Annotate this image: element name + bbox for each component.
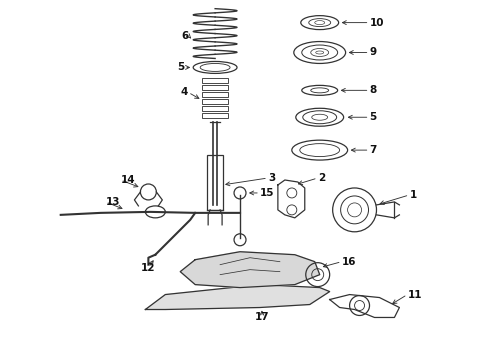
- Text: 16: 16: [342, 257, 356, 267]
- Text: 6: 6: [181, 31, 188, 41]
- Text: 11: 11: [407, 289, 422, 300]
- Text: 5: 5: [369, 112, 377, 122]
- Text: 12: 12: [141, 263, 156, 273]
- Text: 14: 14: [121, 175, 135, 185]
- Polygon shape: [146, 285, 330, 310]
- Text: 5: 5: [177, 62, 184, 72]
- Text: 15: 15: [260, 188, 274, 198]
- Bar: [202, 78, 228, 84]
- Text: 9: 9: [369, 48, 377, 58]
- Bar: [202, 92, 228, 97]
- Bar: [207, 155, 223, 210]
- Bar: [202, 99, 228, 104]
- Bar: [202, 85, 228, 90]
- Text: 7: 7: [369, 145, 377, 155]
- Bar: [202, 113, 228, 118]
- Text: 10: 10: [369, 18, 384, 28]
- Text: 1: 1: [409, 190, 416, 200]
- Bar: [202, 106, 228, 111]
- Text: 3: 3: [268, 173, 275, 183]
- Text: 13: 13: [105, 197, 120, 207]
- Text: 17: 17: [255, 312, 269, 323]
- Text: 8: 8: [369, 85, 377, 95]
- Text: 2: 2: [318, 173, 325, 183]
- Polygon shape: [180, 252, 319, 288]
- Text: 4: 4: [181, 87, 188, 97]
